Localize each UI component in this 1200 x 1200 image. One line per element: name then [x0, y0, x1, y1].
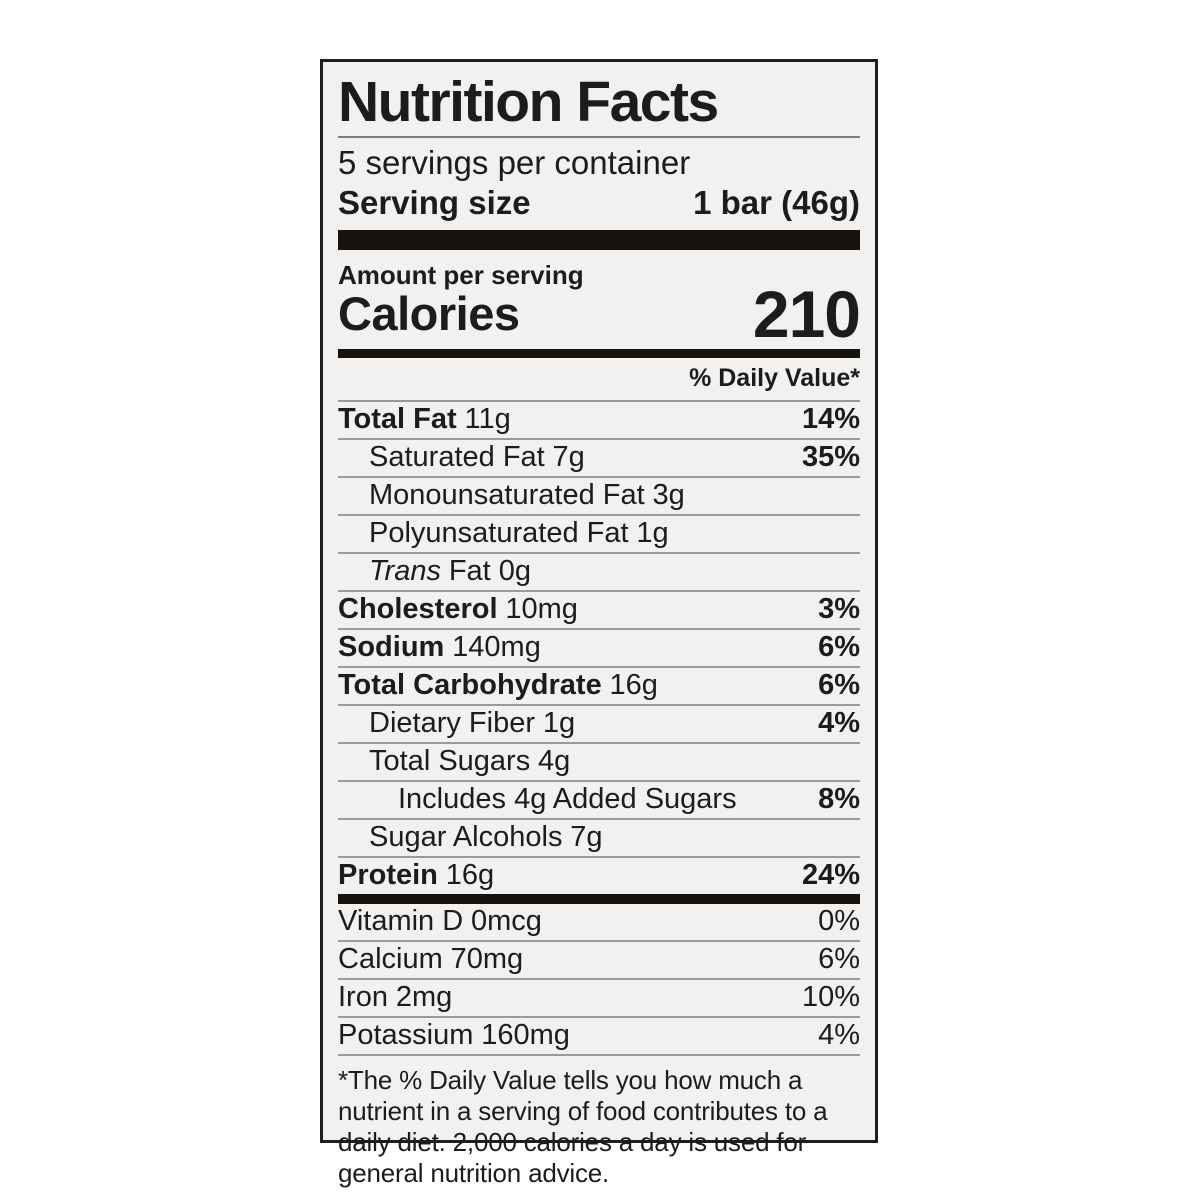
nutrient-amount: 1g [636, 517, 669, 549]
nutrient-name: Polyunsaturated Fat 1g [338, 519, 669, 548]
nutrient-dv: 6% [818, 943, 860, 975]
nutrient-name: Iron 2mg [338, 983, 452, 1012]
nutrient-name: Potassium 160mg [338, 1021, 570, 1050]
nutrient-name: Trans Fat 0g [338, 557, 531, 586]
nutrient-dv: 4% [818, 707, 860, 739]
nutrient-name-text: Monounsaturated Fat [369, 479, 645, 511]
nutrient-amount: 160mg [481, 1019, 570, 1051]
nutrient-row-protein: Protein 16g 24% [338, 858, 860, 894]
nutrient-dv: 35% [801, 441, 860, 473]
nutrient-row-sugar-alcohols: Sugar Alcohols 7g [338, 820, 860, 858]
nutrient-name: Includes 4g Added Sugars [338, 785, 737, 814]
daily-value-footnote: *The % Daily Value tells you how much a … [338, 1065, 828, 1188]
nutrient-name: Saturated Fat 7g [338, 443, 585, 472]
nutrient-row-trans-fat: Trans Fat 0g [338, 554, 860, 592]
title-divider [338, 136, 860, 138]
daily-value-header: % Daily Value* [338, 358, 860, 402]
nutrient-name-text: Vitamin D [338, 905, 464, 937]
nutrient-name-text: Sugar Alcohols [369, 821, 563, 853]
nutrient-amount: 140mg [452, 631, 541, 663]
nutrient-name-text: Total Sugars [369, 745, 531, 777]
nutrient-dv: 3% [818, 593, 860, 625]
nutrient-amount: 11g [464, 403, 511, 435]
nutrient-name: Sodium 140mg [338, 633, 541, 662]
calories-row: Calories 210 [338, 277, 861, 351]
nutrient-name: Total Sugars 4g [338, 747, 570, 776]
nutrient-amount: 7g [552, 441, 585, 473]
nutrient-amount: 0mcg [471, 905, 542, 937]
nutrient-name-text: Sodium [338, 631, 445, 663]
calories-divider-bar [338, 349, 860, 358]
micronutrient-row-potassium: Potassium 160mg 4% [338, 1018, 860, 1056]
nutrient-amount: 16g [609, 669, 658, 701]
nutrient-row-saturated-fat: Saturated Fat 7g 35% [338, 440, 860, 478]
nutrient-amount: 7g [570, 821, 603, 853]
nutrient-dv: 6% [818, 669, 860, 701]
nutrient-row-monounsaturated-fat: Monounsaturated Fat 3g [338, 478, 860, 516]
amount-per-serving-label: Amount per serving [338, 260, 584, 290]
servings-per-container: 5 servings per container [338, 144, 691, 181]
nutrient-name-text: Calcium [338, 943, 443, 975]
nutrient-amount: 10mg [505, 593, 578, 625]
micronutrient-row-iron: Iron 2mg 10% [338, 980, 860, 1018]
nutrient-amount: 3g [652, 479, 685, 511]
nutrient-row-sodium: Sodium 140mg 6% [338, 630, 860, 668]
nutrient-name-text: Dietary Fiber [369, 707, 535, 739]
nutrient-name: Dietary Fiber 1g [338, 709, 575, 738]
nutrient-name-text: Total Carbohydrate [338, 669, 602, 701]
nutrient-name-text: Total Fat [338, 403, 457, 435]
nutrient-name-text: Saturated Fat [369, 441, 545, 473]
nutrient-amount: Fat 0g [448, 555, 532, 587]
nutrient-row-total-fat: Total Fat 11g 14% [338, 402, 860, 440]
nutrient-name-text: Includes 4g Added Sugars [398, 783, 737, 815]
nutrient-row-total-sugars: Total Sugars 4g [338, 744, 860, 782]
nutrient-amount: 4g [538, 745, 571, 777]
nutrient-name-text: Protein [338, 859, 438, 891]
nutrient-dv: 24% [801, 859, 860, 891]
nutrient-amount: 1g [542, 707, 576, 739]
nutrient-name: Monounsaturated Fat 3g [338, 481, 685, 510]
micronutrient-row-vitamin-d: Vitamin D 0mcg 0% [338, 904, 860, 942]
nutrient-amount: 16g [445, 859, 495, 891]
calories-value: 210 [752, 277, 861, 351]
nutrient-name: Total Fat 11g [338, 405, 511, 434]
protein-divider-bar [338, 894, 860, 904]
micronutrient-row-calcium: Calcium 70mg 6% [338, 942, 860, 980]
nutrient-name: Vitamin D 0mcg [338, 907, 542, 936]
nutrient-name: Total Carbohydrate 16g [338, 671, 658, 700]
nutrient-name: Calcium 70mg [338, 945, 523, 974]
nutrient-amount: 70mg [450, 943, 524, 975]
nutrient-row-total-carbohydrate: Total Carbohydrate 16g 6% [338, 668, 860, 706]
nutrient-row-polyunsaturated-fat: Polyunsaturated Fat 1g [338, 516, 860, 554]
nutrient-dv: 8% [818, 783, 860, 815]
nutrient-name-text: Cholesterol [338, 593, 498, 625]
serving-size-value: 1 bar (46g) [693, 184, 860, 221]
nutrient-name-text: Potassium [338, 1019, 474, 1051]
nutrient-name: Cholesterol 10mg [338, 595, 578, 624]
nutrient-name: Sugar Alcohols 7g [338, 823, 603, 852]
nutrient-dv: 6% [818, 631, 860, 663]
calories-label: Calories [338, 287, 520, 340]
top-thick-bar [338, 230, 860, 250]
serving-size-label: Serving size [338, 184, 531, 221]
nutrient-dv: 4% [818, 1019, 860, 1051]
nutrient-dv: 14% [801, 403, 860, 435]
nutrient-dv: 0% [818, 905, 860, 937]
nutrient-name-text: Polyunsaturated Fat [369, 517, 629, 549]
nutrient-row-cholesterol: Cholesterol 10mg 3% [338, 592, 860, 630]
nutrition-facts-label: Nutrition Facts 5 servings per container… [320, 59, 878, 1188]
nutrient-name: Protein 16g [338, 861, 494, 890]
nutrient-amount: 2mg [395, 981, 453, 1013]
nutrient-dv: 10% [801, 981, 860, 1013]
nutrition-facts-title: Nutrition Facts [338, 70, 719, 134]
serving-size-row: Serving size 1 bar (46g) [338, 182, 860, 230]
nutrient-name-text: Iron [338, 981, 388, 1013]
nutrient-row-dietary-fiber: Dietary Fiber 1g 4% [338, 706, 860, 744]
nutrient-row-added-sugars: Includes 4g Added Sugars 8% [338, 782, 860, 820]
nutrient-name-text: Trans [369, 555, 441, 587]
